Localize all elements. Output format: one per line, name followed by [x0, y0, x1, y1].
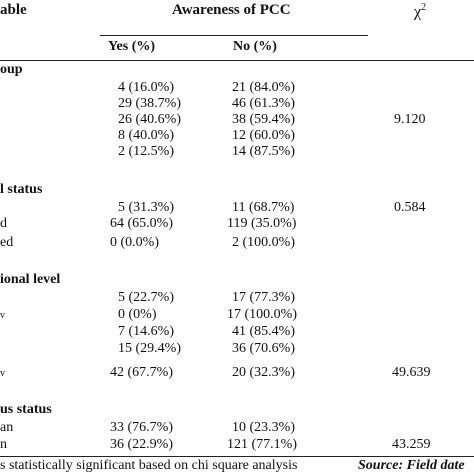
- yes-cell: 26 (40.6%): [118, 112, 181, 127]
- yes-cell: 7 (14.6%): [118, 324, 174, 339]
- no-cell: 14 (87.5%): [232, 144, 295, 159]
- no-cell: 2 (100.0%): [232, 235, 295, 250]
- no-cell: 21 (84.0%): [232, 80, 295, 95]
- chi-cell: 43.259: [392, 437, 431, 452]
- chi-cell: 49.639: [392, 365, 431, 380]
- no-cell: 36 (70.6%): [232, 341, 295, 356]
- yes-cell: 29 (38.7%): [118, 96, 181, 111]
- section-heading: l status: [0, 182, 43, 197]
- awareness-header: Awareness of PCC: [172, 2, 291, 18]
- row-label: n: [0, 437, 7, 452]
- yes-cell: 33 (76.7%): [110, 420, 173, 435]
- chi-cell: 0.584: [394, 200, 426, 215]
- no-cell: 20 (32.3%): [232, 365, 295, 380]
- yes-cell: 4 (16.0%): [118, 80, 174, 95]
- yes-cell: 8 (40.0%): [118, 128, 174, 143]
- row-label: v: [0, 368, 5, 379]
- yes-cell: 5 (22.7%): [118, 290, 174, 305]
- section-heading: oup: [0, 62, 23, 77]
- no-cell: 17 (77.3%): [232, 290, 295, 305]
- chi-cell: 9.120: [394, 112, 426, 127]
- no-cell: 12 (60.0%): [232, 128, 295, 143]
- footnote: s statistically significant based on chi…: [0, 458, 298, 473]
- header-bottom-rule: [0, 60, 474, 61]
- table-bottom-rule: [0, 456, 474, 457]
- yes-cell: 42 (67.7%): [110, 365, 173, 380]
- yes-cell: 5 (31.3%): [118, 200, 174, 215]
- no-header: No (%): [233, 39, 277, 54]
- no-cell: 11 (68.7%): [232, 200, 295, 215]
- no-cell: 46 (61.3%): [232, 96, 295, 111]
- section-heading: ional level: [0, 272, 61, 287]
- no-cell: 10 (23.3%): [232, 420, 295, 435]
- no-cell: 38 (59.4%): [232, 112, 295, 127]
- chi-square-header: χ2: [414, 2, 427, 21]
- row-label: an: [0, 420, 14, 435]
- awareness-underline: [100, 35, 368, 36]
- no-cell: 121 (77.1%): [227, 437, 297, 452]
- yes-header: Yes (%): [108, 39, 156, 54]
- section-heading: us status: [0, 402, 52, 417]
- no-cell: 41 (85.4%): [232, 324, 295, 339]
- no-cell: 119 (35.0%): [227, 216, 297, 231]
- yes-cell: 64 (65.0%): [110, 216, 173, 231]
- yes-cell: 2 (12.5%): [118, 144, 174, 159]
- source-note: Source: Field date: [358, 458, 465, 473]
- variable-header: able: [0, 2, 27, 18]
- no-cell: 17 (100.0%): [227, 307, 297, 322]
- row-label: d: [0, 216, 7, 231]
- row-label: v: [0, 310, 5, 321]
- yes-cell: 36 (22.9%): [110, 437, 173, 452]
- yes-cell: 15 (29.4%): [118, 341, 181, 356]
- row-label: ed: [0, 235, 14, 250]
- yes-cell: 0 (0.0%): [110, 235, 159, 250]
- yes-cell: 0 (0%): [118, 307, 157, 322]
